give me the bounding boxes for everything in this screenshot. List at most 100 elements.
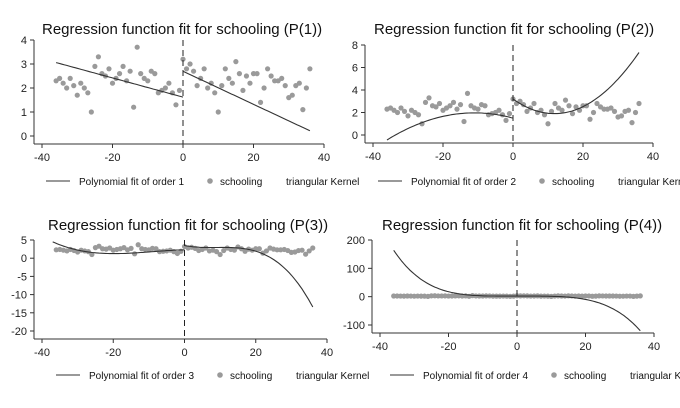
scatter-point	[450, 99, 457, 105]
scatter-point	[233, 59, 239, 65]
fit-line-left	[55, 62, 184, 98]
x-tick-label: 0	[180, 152, 186, 164]
x-tick-label: 20	[247, 152, 259, 164]
x-tick-label: -20	[105, 347, 121, 359]
scatter-point	[201, 66, 207, 72]
scatter-point	[433, 104, 439, 110]
scatter-point	[482, 103, 488, 109]
scatter-point	[256, 246, 262, 252]
scatter-point	[265, 66, 271, 72]
scatter-point	[573, 104, 579, 110]
scatter-point	[464, 90, 471, 96]
x-tick-label: 20	[579, 341, 591, 353]
fit-line-left	[52, 241, 185, 255]
panel-1: Regression function fit for schooling (P…	[21, 21, 360, 188]
scatter-point	[447, 103, 453, 109]
scatter-point	[559, 107, 565, 113]
scatter-point	[205, 85, 211, 91]
fit-line-left	[393, 249, 517, 297]
scatter-point	[92, 63, 98, 69]
scatter-point	[131, 104, 137, 110]
scatter-point	[307, 66, 313, 72]
scatter-point	[461, 118, 467, 125]
scatter-point	[253, 246, 259, 252]
scatter-point	[226, 75, 232, 81]
scatter-point	[138, 71, 144, 77]
scatter-point	[247, 80, 253, 86]
scatter-point	[545, 121, 551, 127]
scatter-point	[289, 92, 295, 98]
x-tick-label: -40	[34, 152, 50, 164]
x-tick-label: 0	[514, 341, 520, 353]
scatter-point	[279, 75, 285, 81]
scatter-point	[166, 80, 172, 86]
scatter-point	[405, 113, 411, 119]
scatter-point	[300, 107, 306, 113]
legend-marker-swatch	[217, 372, 223, 378]
scatter-point	[231, 247, 237, 253]
legend-label-series: schooling	[220, 177, 262, 188]
y-tick-label: 4	[352, 85, 358, 97]
scatter-point	[64, 85, 70, 91]
scatter-point	[187, 61, 193, 67]
scatter-point	[95, 54, 101, 60]
scatter-point	[625, 107, 632, 113]
scatter-point	[229, 80, 235, 86]
scatter-point	[89, 251, 95, 258]
scatter-point	[57, 75, 63, 81]
fit-line-right	[512, 52, 640, 115]
scatter-point	[116, 71, 123, 77]
y-tick-label: 200	[347, 235, 365, 247]
scatter-point	[394, 109, 401, 116]
legend-label-fit: Polynomial fit of order 4	[423, 371, 528, 382]
scatter-point	[128, 245, 134, 251]
legend: Polynomial fit of order 1 schooling triang…	[46, 177, 359, 188]
scatter-point	[88, 109, 94, 115]
legend-marker-swatch	[207, 178, 213, 184]
scatter-point	[180, 56, 186, 62]
scatter-point	[306, 248, 312, 254]
y-tick-label: -15	[11, 308, 27, 320]
scatter-point	[548, 108, 555, 114]
scatter-point	[60, 80, 66, 86]
y-tick-label: -100	[343, 320, 365, 332]
x-tick-label: -40	[34, 347, 50, 359]
scatter-point	[569, 111, 576, 117]
fit-line-right	[184, 244, 314, 308]
scatter-point	[566, 103, 572, 109]
fit-line-right	[517, 295, 641, 332]
scatter-point	[176, 87, 183, 93]
y-tick-label: 3	[21, 59, 27, 71]
y-tick-label: 0	[21, 131, 27, 143]
scatter-point	[71, 83, 77, 89]
scatter-point	[145, 78, 151, 84]
scatter-point	[219, 83, 225, 89]
y-tick-label: 4	[21, 35, 27, 47]
y-tick-label: 0	[21, 253, 27, 265]
scatter-point	[132, 251, 138, 257]
scatter-point	[562, 97, 569, 103]
scatter-point	[594, 100, 600, 107]
scatter-point	[194, 83, 200, 89]
scatter-point	[236, 71, 242, 77]
scatter-point	[257, 99, 264, 105]
legend-marker-swatch	[551, 372, 557, 378]
scatter-point	[215, 109, 221, 115]
scatter-point	[637, 293, 643, 299]
scatter-point	[454, 106, 460, 112]
x-tick-label: -40	[365, 151, 381, 163]
scatter-point	[240, 87, 246, 93]
scatter-point	[153, 246, 159, 252]
x-tick-label: -20	[105, 152, 121, 164]
legend-label-series: schooling	[230, 371, 272, 382]
scatter-point	[415, 112, 422, 118]
scatter-point	[618, 113, 625, 119]
legend-marker-swatch	[539, 178, 545, 184]
scatter-point	[134, 44, 140, 50]
scatter-point	[608, 105, 614, 111]
scatter-point	[78, 80, 84, 86]
scatter-point	[222, 66, 228, 72]
scatter-point	[590, 109, 597, 116]
legend-label-kernel: triangular Kernel	[630, 371, 680, 382]
x-tick-label: 0	[181, 347, 187, 359]
